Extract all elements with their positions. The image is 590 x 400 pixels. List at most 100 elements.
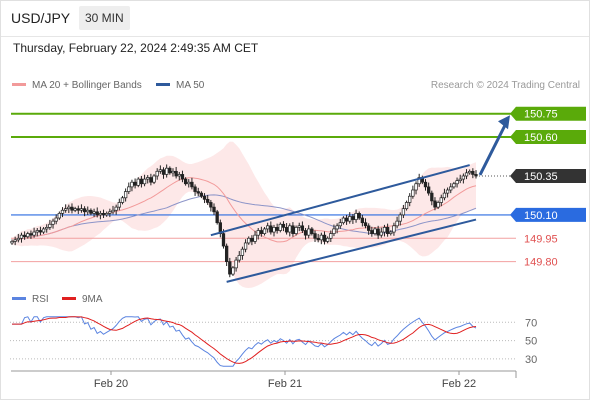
candle-up xyxy=(395,220,399,227)
candle-up xyxy=(329,233,333,239)
candle-up xyxy=(307,228,311,236)
candle-down xyxy=(70,206,74,211)
trend-channel-upper xyxy=(210,164,470,237)
candle-up xyxy=(348,216,352,222)
candle-up xyxy=(237,255,241,261)
legend-9ma: 9MA xyxy=(62,294,103,305)
candle-down xyxy=(376,228,380,236)
candle-up xyxy=(51,220,55,225)
timeframe-button[interactable]: 30 MIN xyxy=(79,6,130,30)
candle-up xyxy=(408,195,412,203)
candle-down xyxy=(474,174,478,177)
candle-up xyxy=(26,233,30,238)
pivot-label-bg xyxy=(510,207,586,222)
legend-rsi-swatch xyxy=(12,296,26,300)
rsi-tick-label: 50 xyxy=(525,336,537,348)
candle-up xyxy=(341,217,346,224)
candle-up xyxy=(297,225,301,228)
candle-up xyxy=(439,197,443,203)
candle-down xyxy=(82,208,87,213)
candle-up xyxy=(382,227,387,233)
candle-up xyxy=(123,191,128,199)
candle-up xyxy=(16,237,20,241)
symbol-label[interactable]: USD/JPY xyxy=(11,10,71,26)
candle-up xyxy=(272,227,276,233)
candle-up xyxy=(461,175,466,180)
candle-down xyxy=(199,192,204,197)
candle-up xyxy=(73,208,77,211)
candle-down xyxy=(357,213,361,219)
candle-up xyxy=(10,241,14,244)
candle-up xyxy=(262,228,267,234)
candle-down xyxy=(221,233,226,247)
candle-down xyxy=(209,202,213,208)
candle-down xyxy=(224,245,229,262)
candle-up xyxy=(449,186,453,191)
legend-ma50: MA 50 xyxy=(156,80,204,91)
legend-rsi: RSI xyxy=(12,294,49,305)
candle-up xyxy=(79,208,84,211)
candle-up xyxy=(240,248,245,256)
legend-ma20-swatch xyxy=(12,82,26,86)
candle-up xyxy=(442,192,447,199)
candle-down xyxy=(423,181,428,188)
candle-down xyxy=(322,234,327,242)
candle-down xyxy=(303,230,308,236)
candle-up xyxy=(158,169,163,172)
candle-down xyxy=(259,230,264,234)
last-price-label-bg xyxy=(510,168,586,183)
candle-down xyxy=(300,225,305,231)
candle-up xyxy=(417,177,421,185)
candle-up xyxy=(468,170,472,174)
candle-down xyxy=(370,230,374,234)
candle-up xyxy=(354,213,358,220)
candle-up xyxy=(338,222,342,227)
candle-up xyxy=(117,202,121,208)
legend-ma50-label: MA 50 xyxy=(176,80,205,91)
candle-up xyxy=(13,239,17,242)
candle-down xyxy=(139,178,144,185)
candle-down xyxy=(193,186,197,192)
candle-up xyxy=(98,213,103,216)
candle-up xyxy=(231,267,235,275)
candle-up xyxy=(319,234,323,241)
candle-up xyxy=(458,178,462,182)
candle-up xyxy=(243,242,248,250)
candle-up xyxy=(398,214,402,222)
candle-down xyxy=(291,225,295,234)
candle-up xyxy=(32,231,36,236)
candle-up xyxy=(64,208,68,211)
resistance-label: 150.60 xyxy=(524,132,558,144)
candle-up xyxy=(452,183,456,188)
forecast-arrow-head xyxy=(498,115,510,130)
candle-down xyxy=(269,225,273,233)
candle-down xyxy=(427,186,431,194)
x-axis-tick-label: Feb 22 xyxy=(442,378,476,390)
candle-down xyxy=(76,208,80,211)
candle-down xyxy=(168,167,172,174)
candle-up xyxy=(445,189,450,194)
candle-up xyxy=(288,225,292,233)
candle-down xyxy=(149,177,153,183)
legend-9ma-swatch xyxy=(62,296,76,300)
x-axis-tick-label: Feb 21 xyxy=(268,378,302,390)
candle-up xyxy=(256,230,260,236)
legend-ma50-swatch xyxy=(156,82,170,86)
candle-down xyxy=(161,169,166,175)
candle-up xyxy=(165,167,169,175)
legend-ma20-bb: MA 20 + Bollinger Bands xyxy=(12,80,142,91)
candle-down xyxy=(29,233,33,236)
candle-up xyxy=(401,208,406,216)
candle-up xyxy=(392,225,396,233)
candle-up xyxy=(436,202,440,208)
rsi-line xyxy=(12,316,477,367)
candle-up xyxy=(114,206,118,211)
candle-down xyxy=(367,225,371,231)
candle-up xyxy=(171,170,175,174)
candle-up xyxy=(111,209,115,213)
resistance-label-bg xyxy=(510,106,586,121)
candle-down xyxy=(174,170,178,177)
candle-up xyxy=(41,228,46,233)
forecast-arrow-shaft xyxy=(478,122,508,176)
